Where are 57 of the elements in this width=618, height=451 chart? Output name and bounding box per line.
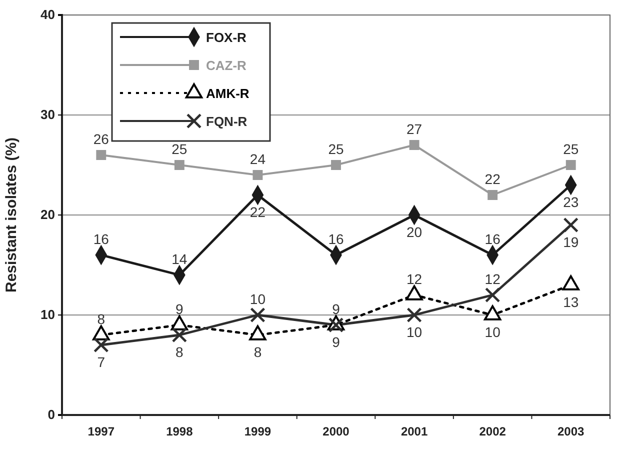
point <box>488 190 498 200</box>
data-label: 7 <box>97 354 106 370</box>
x-tick-label: 2002 <box>479 424 506 439</box>
data-label: 27 <box>406 121 422 137</box>
data-label: 16 <box>328 231 344 247</box>
point <box>250 307 266 323</box>
data-label: 25 <box>563 141 579 157</box>
data-label: 22 <box>484 171 501 187</box>
data-label: 14 <box>172 251 188 267</box>
point <box>406 307 422 323</box>
data-label: 12 <box>406 271 422 287</box>
data-label: 9 <box>332 301 340 317</box>
point <box>172 327 188 343</box>
data-label: 20 <box>406 224 422 240</box>
data-label: 23 <box>563 194 579 210</box>
point <box>409 140 420 150</box>
point <box>484 287 500 303</box>
x-tick-label: 2003 <box>558 424 585 439</box>
y-tick-label: 20 <box>40 207 55 222</box>
data-label: 8 <box>97 311 106 327</box>
data-label: 25 <box>172 141 188 157</box>
x-tick-label: 2000 <box>322 424 350 439</box>
data-label: 19 <box>563 234 579 250</box>
data-label: 10 <box>484 324 501 340</box>
data-label: 8 <box>254 344 262 360</box>
data-label: 24 <box>250 151 266 167</box>
x-tick-label: 1999 <box>244 424 272 439</box>
y-tick-label: 30 <box>40 107 55 122</box>
x-tick-label: 2001 <box>400 424 428 439</box>
x-tick-label: 1998 <box>166 424 194 439</box>
point <box>563 217 578 233</box>
y-tick-label: 10 <box>40 307 55 322</box>
data-label: 16 <box>484 231 501 247</box>
data-label: 10 <box>250 291 266 307</box>
data-label: 26 <box>93 131 110 147</box>
legend-label: CAZ-R <box>206 58 248 73</box>
legend-label: FQN-R <box>206 114 248 129</box>
point <box>331 160 341 170</box>
point <box>252 170 263 180</box>
legend-label: AMK-R <box>206 86 250 101</box>
point <box>94 337 109 353</box>
y-axis-title: Resistant isolates (%) <box>3 137 20 293</box>
data-label: 9 <box>176 301 184 317</box>
legend-label: FOX-R <box>206 30 248 45</box>
data-label: 16 <box>93 231 110 247</box>
data-label: 25 <box>328 141 344 157</box>
data-label: 10 <box>406 324 422 340</box>
data-label: 12 <box>484 271 501 287</box>
y-tick-label: 40 <box>40 7 55 22</box>
data-label: 13 <box>563 294 579 310</box>
point <box>566 160 576 170</box>
data-label: 9 <box>332 334 340 350</box>
data-label: 8 <box>176 344 184 360</box>
point <box>174 160 184 170</box>
x-tick-label: 1997 <box>88 424 115 439</box>
point <box>96 150 106 160</box>
y-tick-label: 0 <box>48 407 55 422</box>
